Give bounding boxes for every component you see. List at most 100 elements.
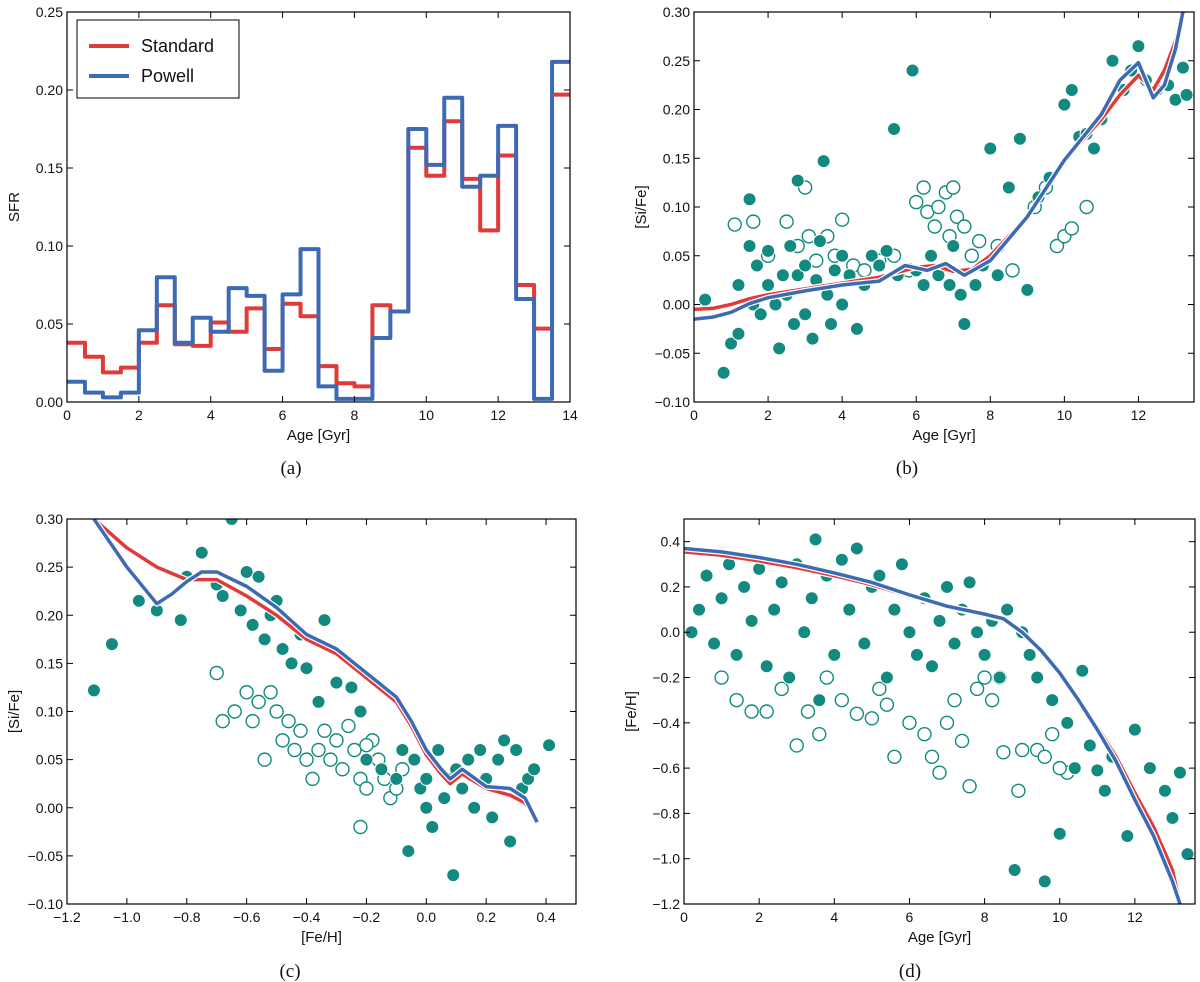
- open-point: [227, 704, 242, 719]
- filled-point: [131, 593, 146, 608]
- x-axis-label: Age [Gyr]: [908, 929, 971, 946]
- filled-point: [834, 552, 849, 567]
- x-tick-label: −0.2: [353, 909, 381, 925]
- open-point: [727, 217, 742, 232]
- y-tick-label: −1.2: [652, 896, 680, 912]
- y-tick-label: −0.05: [655, 345, 691, 361]
- filled-point: [774, 575, 789, 590]
- open-point: [281, 713, 296, 729]
- filled-point: [329, 675, 344, 690]
- y-tick-label: 0.30: [36, 511, 63, 527]
- open-point: [323, 752, 338, 767]
- open-point: [849, 706, 865, 721]
- y-tick-label: −0.10: [655, 394, 691, 410]
- filled-point: [1000, 602, 1015, 617]
- filled-point: [1001, 180, 1016, 195]
- filled-point: [942, 278, 957, 292]
- open-point: [984, 692, 1000, 708]
- panel-d: 0 2 4 6 8 10 12 −1.2 −1.0 −0.8 −0.6 −0.4 −0.2 0.0 0.2 0…: [623, 518, 1196, 982]
- filled-point: [374, 762, 389, 777]
- open-point: [317, 723, 332, 738]
- x-tick-label: 6: [912, 407, 920, 423]
- y-axis-label: [Si/Fe]: [6, 690, 23, 733]
- filled-point: [924, 659, 939, 674]
- x-tick-label: −0.6: [233, 909, 261, 925]
- y-tick-label: −0.4: [652, 715, 680, 731]
- open-point: [275, 733, 290, 748]
- y-tick-label: 0.00: [36, 394, 63, 410]
- x-tick-label: 8: [981, 909, 989, 925]
- open-point: [1049, 238, 1065, 254]
- filled-point: [698, 292, 713, 307]
- filled-point: [714, 591, 729, 606]
- open-point: [872, 681, 887, 697]
- plot-area-d: [684, 532, 1195, 904]
- filled-point: [1090, 763, 1105, 778]
- filled-point: [744, 613, 759, 628]
- filled-point: [1157, 783, 1172, 798]
- filled-point: [1172, 765, 1187, 780]
- filled-point: [864, 248, 879, 263]
- filled-point: [275, 641, 290, 656]
- plot-area-a: [67, 59, 570, 401]
- filled-point: [924, 248, 939, 263]
- filled-point: [233, 603, 248, 618]
- filled-point: [827, 647, 842, 662]
- filled-point: [783, 239, 798, 253]
- filled-point: [849, 541, 864, 556]
- open-point: [834, 212, 850, 227]
- filled-point: [1127, 722, 1142, 737]
- open-point: [962, 779, 977, 794]
- filled-point: [1175, 60, 1190, 75]
- y-tick-label: 0.05: [36, 316, 63, 332]
- filled-point: [491, 752, 506, 767]
- y-tick-label: 0.20: [36, 82, 63, 98]
- filled-point: [1120, 829, 1135, 844]
- open-point: [299, 752, 314, 767]
- open-point: [1064, 221, 1079, 236]
- open-point: [759, 704, 774, 719]
- open-point: [964, 248, 979, 263]
- filled-point: [812, 693, 827, 708]
- y-tick-label: −0.05: [28, 848, 64, 864]
- open-point: [257, 752, 272, 767]
- open-point: [834, 692, 850, 708]
- filled-point: [749, 258, 764, 273]
- filled-point: [707, 636, 722, 651]
- x-tick-label: 0: [63, 407, 71, 423]
- series-line-powell: [67, 59, 570, 401]
- panel-caption: (c): [279, 961, 300, 982]
- filled-point: [1030, 670, 1045, 685]
- filled-point: [887, 122, 901, 136]
- filled-point: [787, 317, 801, 331]
- filled-point: [957, 317, 972, 331]
- filled-point: [916, 278, 931, 292]
- filled-point: [872, 568, 887, 583]
- filled-point: [970, 625, 985, 640]
- filled-point: [759, 659, 774, 674]
- filled-point: [804, 591, 819, 606]
- filled-point: [968, 278, 983, 292]
- x-axis-label: Age [Gyr]: [287, 427, 350, 444]
- filled-point: [699, 568, 714, 583]
- panel-c: −1.2 −1.0 −0.8 −0.6 −0.4 −0.2 0.0 0.2 0.4 −0.10 −0…: [6, 511, 577, 982]
- open-point: [957, 219, 972, 234]
- filled-point: [798, 258, 813, 273]
- filled-point: [932, 613, 947, 628]
- filled-point: [872, 258, 887, 273]
- filled-point: [1105, 53, 1120, 68]
- filled-point: [775, 268, 790, 283]
- open-point: [239, 685, 254, 700]
- filled-point: [485, 810, 500, 825]
- open-point: [287, 742, 302, 758]
- x-tick-label: 10: [418, 407, 434, 423]
- filled-point: [344, 680, 359, 695]
- y-tick-label: 0.05: [36, 752, 63, 768]
- y-tick-label: 0.0: [661, 624, 681, 640]
- open-point: [902, 715, 917, 731]
- filled-point: [1020, 282, 1035, 297]
- open-point: [359, 781, 374, 796]
- filled-point: [1060, 715, 1075, 730]
- filled-point: [401, 844, 416, 859]
- open-point: [729, 692, 744, 708]
